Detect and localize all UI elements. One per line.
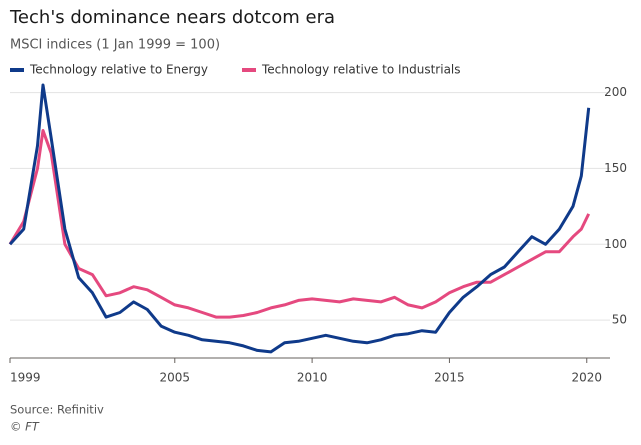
source: Source: Refinitiv	[10, 403, 104, 417]
y-tick-label: 150	[604, 161, 627, 175]
y-tick-label: 200	[604, 85, 627, 99]
chart-subtitle: MSCI indices (1 Jan 1999 = 100)	[10, 38, 220, 53]
x-tick-label: 1999	[10, 371, 41, 385]
x-tick-label: 2010	[297, 371, 328, 385]
x-tick-label: 2005	[160, 371, 191, 385]
credit: © FT	[10, 420, 40, 434]
series-line	[8, 83, 591, 354]
series-line	[8, 129, 591, 319]
x-tick-label: 2020	[571, 371, 602, 385]
x-tick-label: 2015	[434, 371, 465, 385]
y-tick-label: 100	[604, 237, 627, 251]
chart-title: Tech's dominance nears dotcom era	[9, 7, 335, 28]
legend-label: Technology relative to Industrials	[261, 63, 461, 77]
legend-label: Technology relative to Energy	[29, 63, 208, 77]
y-tick-label: 50	[612, 313, 627, 327]
